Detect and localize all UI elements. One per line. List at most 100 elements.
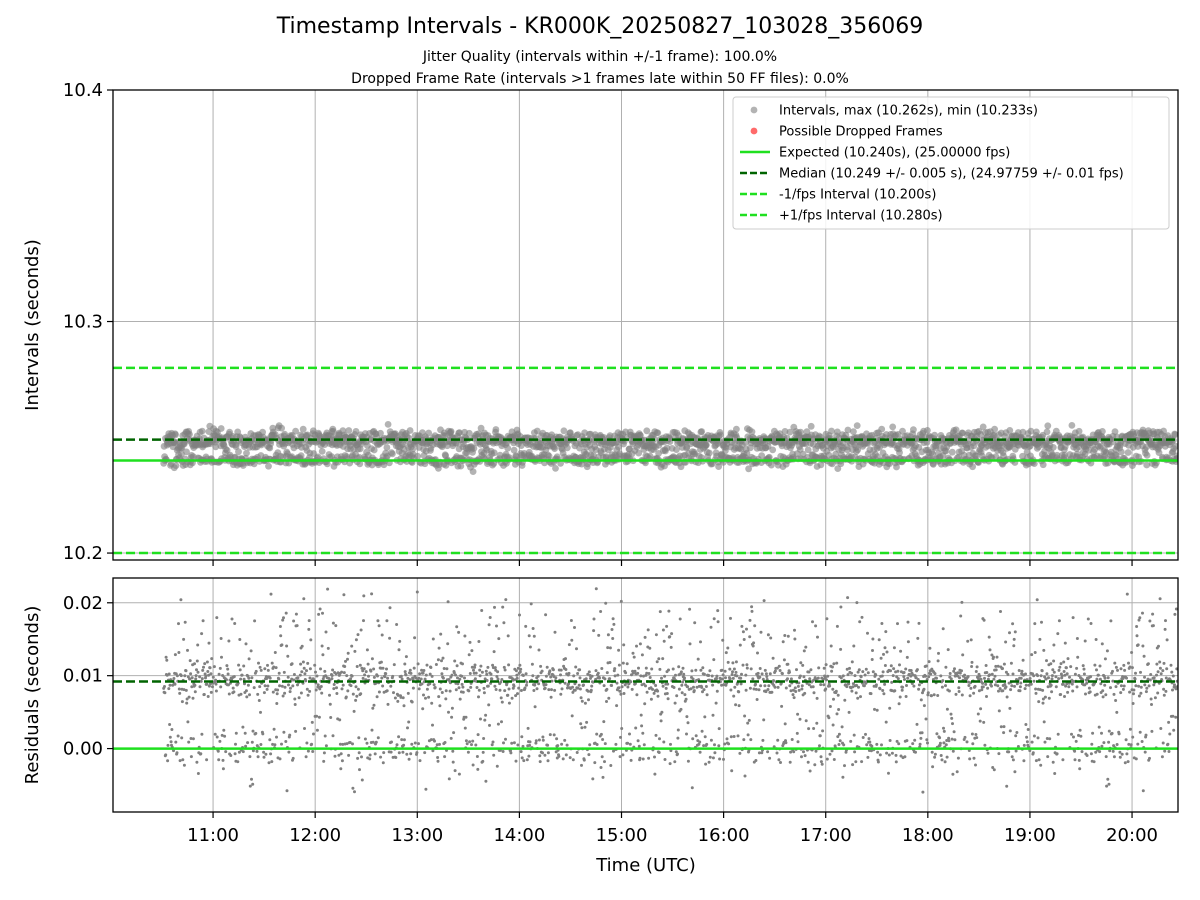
residual-point (1075, 666, 1079, 670)
residual-point (789, 677, 793, 681)
residual-point (932, 693, 936, 697)
residual-point (931, 765, 935, 769)
residual-point (694, 734, 698, 738)
residual-point (871, 649, 874, 652)
interval-point (243, 449, 250, 457)
residual-point (766, 688, 770, 691)
residual-point (657, 751, 661, 754)
residual-point (452, 671, 456, 675)
residual-point (1045, 672, 1049, 676)
residual-point (890, 680, 894, 684)
residual-point (438, 742, 441, 746)
residual-point (1066, 690, 1070, 694)
residual-point (702, 688, 706, 692)
residual-point (1093, 663, 1097, 667)
residual-point (864, 667, 868, 671)
residual-point (490, 677, 494, 681)
residual-point (227, 692, 231, 696)
residual-point (919, 736, 923, 740)
interval-point (850, 428, 857, 435)
residual-point (553, 688, 557, 692)
residual-point (258, 665, 262, 669)
residual-point (1101, 695, 1105, 699)
residual-point (859, 675, 863, 679)
residual-point (433, 739, 436, 743)
residual-point (894, 753, 898, 757)
residual-point (1109, 619, 1113, 623)
residual-point (423, 677, 427, 681)
residual-point (909, 674, 913, 678)
residual-point (705, 742, 709, 746)
residual-point (339, 752, 343, 756)
residual-point (740, 672, 743, 676)
residual-point (763, 668, 767, 672)
residual-point (1002, 725, 1006, 729)
residual-point (938, 736, 942, 740)
residual-point (1058, 665, 1062, 669)
residual-point (727, 742, 731, 746)
residual-point (522, 759, 526, 763)
residual-point (855, 601, 859, 605)
residual-point (450, 673, 454, 677)
residual-point (570, 714, 574, 718)
residual-point (393, 696, 397, 700)
residual-point (864, 732, 867, 736)
residual-point (887, 753, 891, 757)
residual-point (486, 665, 490, 669)
residual-point (1063, 673, 1067, 677)
residual-point (653, 755, 656, 759)
residual-point (760, 672, 764, 676)
residual-point (294, 612, 298, 616)
residual-point (1059, 662, 1063, 666)
residual-point (662, 639, 666, 643)
residual-point (915, 668, 919, 672)
interval-point (673, 446, 680, 453)
residual-point (819, 755, 823, 759)
residual-point (965, 740, 969, 744)
legend-intervals-marker (750, 106, 758, 114)
residual-point (183, 674, 187, 678)
residual-point (227, 639, 231, 643)
interval-point (447, 428, 455, 435)
residual-point (321, 611, 324, 615)
residual-point (1034, 759, 1038, 763)
residual-point (1053, 772, 1057, 775)
interval-point (545, 452, 553, 460)
residual-point (419, 677, 423, 681)
residual-point (582, 758, 586, 762)
interval-point (563, 444, 571, 452)
residual-point (182, 763, 186, 767)
residual-point (681, 680, 685, 684)
residual-point (296, 676, 300, 680)
interval-point (703, 441, 710, 449)
interval-point (1160, 427, 1167, 435)
residual-point (527, 754, 531, 758)
residual-point (1015, 682, 1019, 686)
interval-point (292, 427, 299, 435)
residual-point (891, 674, 895, 678)
residual-point (193, 690, 197, 694)
residual-point (734, 703, 738, 707)
residual-point (1047, 676, 1050, 680)
residual-point (1041, 688, 1045, 692)
residual-point (1114, 699, 1118, 702)
residual-point (603, 677, 607, 681)
residual-point (896, 622, 899, 626)
residual-point (1124, 738, 1128, 742)
residual-point (1047, 696, 1051, 700)
residual-point (741, 630, 745, 634)
residual-point (686, 759, 690, 763)
residual-point (1028, 749, 1032, 753)
residual-point (362, 594, 366, 598)
residual-point (901, 685, 905, 689)
residual-point (784, 686, 788, 690)
interval-point (456, 429, 463, 436)
residual-point (819, 683, 823, 687)
residual-point (308, 689, 312, 693)
residual-point (577, 683, 581, 687)
residual-point (484, 713, 488, 717)
residual-point (613, 667, 617, 671)
residual-point (1057, 619, 1061, 623)
residual-point (714, 701, 718, 705)
